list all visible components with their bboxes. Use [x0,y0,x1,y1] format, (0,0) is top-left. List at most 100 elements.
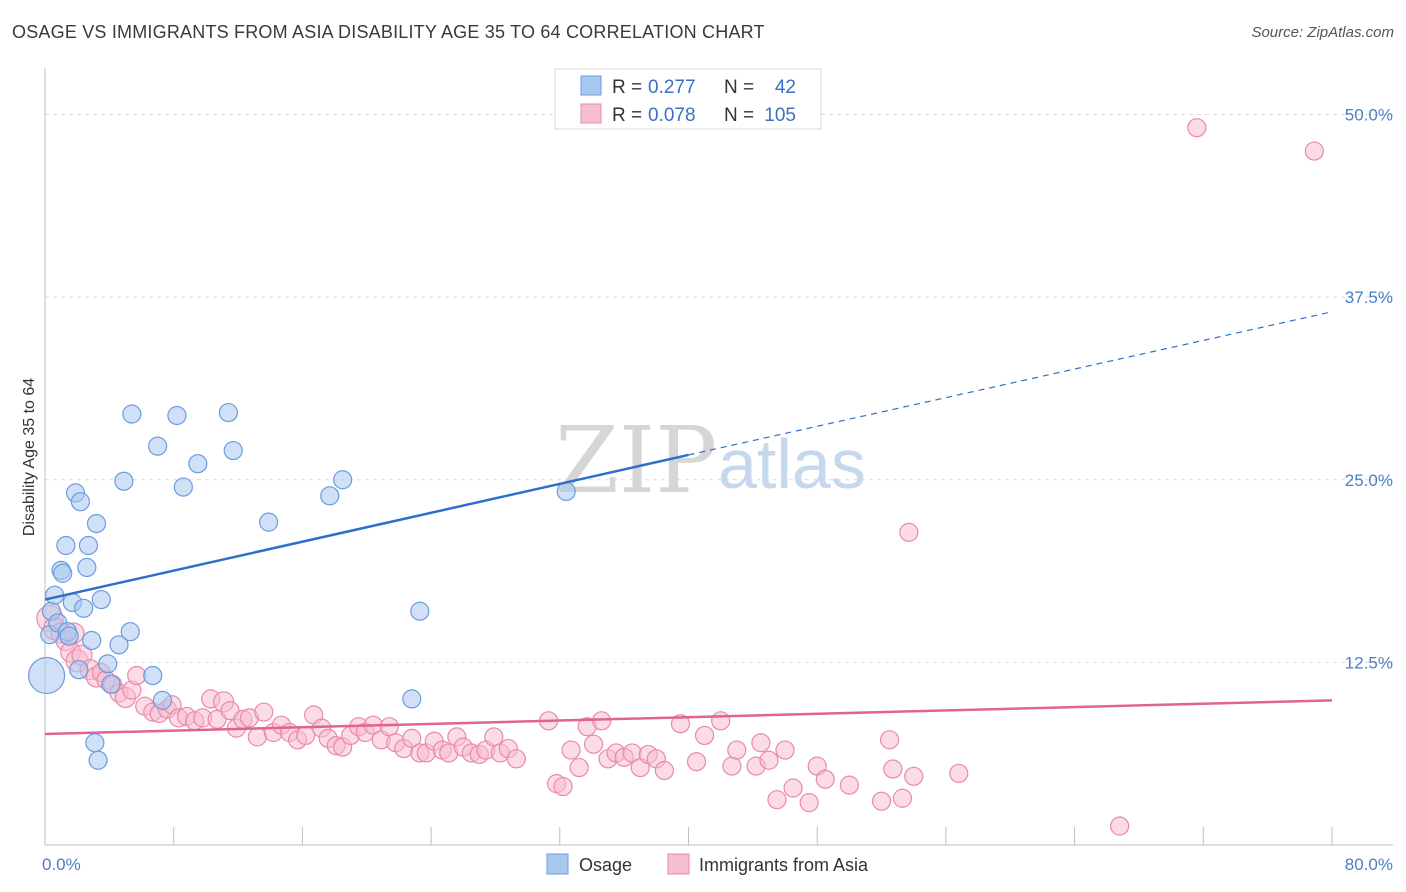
legend-r-value: 0.078 [648,105,696,126]
osage-point [88,750,108,770]
y-tick-label: 12.5% [1345,653,1393,672]
osage-point [56,535,76,556]
y-tick-label: 25.0% [1345,471,1393,490]
bottom-legend-swatch-asia [667,853,690,875]
osage-trend-line [44,453,689,601]
watermark-zip: ZIP [555,407,717,514]
osage-point [152,690,173,710]
osage-point [173,477,193,497]
tick-labels: 12.5% 25.0% 37.5% 50.0% 0.0% 80.0% [42,106,1393,874]
asia-point [759,750,779,770]
asia-point [767,790,787,810]
osage-point [28,656,66,695]
legend-swatch-asia [580,103,602,124]
asia-point [783,778,803,798]
osage-point [59,626,79,646]
asia-point [711,711,731,731]
osage-point [223,440,243,461]
osage-point [74,598,94,618]
osage-point [188,454,208,474]
osage-point [556,481,576,502]
asia-point [904,766,924,786]
osage-point [109,635,129,655]
asia-point [839,775,859,795]
asia-point [553,776,573,797]
legend-r-value: 0.277 [648,77,696,98]
osage-point [82,630,102,651]
osage-point [122,404,142,424]
bottom-legend: Osage Immigrants from Asia [546,853,869,875]
asia-point [1110,816,1130,836]
asia-point [883,759,903,779]
osage-point [333,470,353,490]
series-osage [28,402,576,770]
legend: R = 0.277 N = 42 R = 0.078 N = 105 [554,68,822,130]
asia-point [727,740,747,760]
osage-point [114,471,134,491]
x-tick-label: 0.0% [42,855,81,874]
legend-n-value: 105 [764,105,796,126]
asia-point [871,791,892,811]
asia-point [247,727,267,747]
asia-point [569,757,589,778]
asia-point [1187,118,1207,138]
asia-point [799,793,819,813]
osage-point [120,622,140,642]
asia-point [254,702,274,722]
osage-point [320,486,340,506]
chart-title: OSAGE VS IMMIGRANTS FROM ASIA DISABILITY… [12,22,765,42]
asia-point [296,725,316,746]
osage-point [410,601,430,621]
osage-point [85,733,105,753]
osage-point [91,589,111,610]
osage-point [101,674,121,694]
grid-lines [45,114,1393,663]
legend-n-label: N = [724,77,754,98]
asia-trend-line [44,699,1333,736]
asia-point [402,728,422,748]
osage-point [259,512,279,532]
series-immigrants-from-asia [36,118,1324,836]
legend-r-label: R = [612,105,642,126]
osage-point [402,689,422,709]
osage-point [70,492,90,512]
asia-point [670,714,691,734]
asia-point [751,733,771,753]
asia-point [127,665,147,686]
asia-point [892,788,913,808]
legend-n-label: N = [724,105,754,126]
source-credit: Source: ZipAtlas.com [1251,24,1394,41]
osage-point [86,513,107,534]
asia-point [1304,141,1324,161]
osage-point [143,665,163,686]
bottom-legend-label-osage: Osage [579,855,632,875]
watermark: ZIP atlas [555,407,866,514]
asia-point [379,717,399,737]
asia-point [484,727,504,747]
osage-point [98,654,118,674]
asia-point [879,730,900,750]
osage-point [148,436,168,456]
legend-r-label: R = [612,77,642,98]
osage-point [218,402,238,423]
y-axis-title: Disability Age 35 to 64 [21,378,38,536]
osage-point [77,557,97,578]
y-tick-label: 50.0% [1345,106,1393,125]
bottom-legend-swatch-osage [546,853,569,875]
asia-point [899,522,919,542]
y-tick-label: 37.5% [1345,288,1393,307]
bottom-legend-label-asia: Immigrants from Asia [699,855,869,875]
asia-point [722,756,742,776]
asia-point [775,740,795,760]
legend-swatch-osage [580,75,602,96]
axes [44,68,1393,846]
osage-point [78,535,99,556]
asia-point [506,749,526,769]
legend-n-value: 42 [775,77,796,98]
asia-point [583,734,604,754]
asia-point [949,763,969,784]
osage-point [53,563,73,583]
asia-point [654,760,674,781]
osage-point [69,660,89,680]
